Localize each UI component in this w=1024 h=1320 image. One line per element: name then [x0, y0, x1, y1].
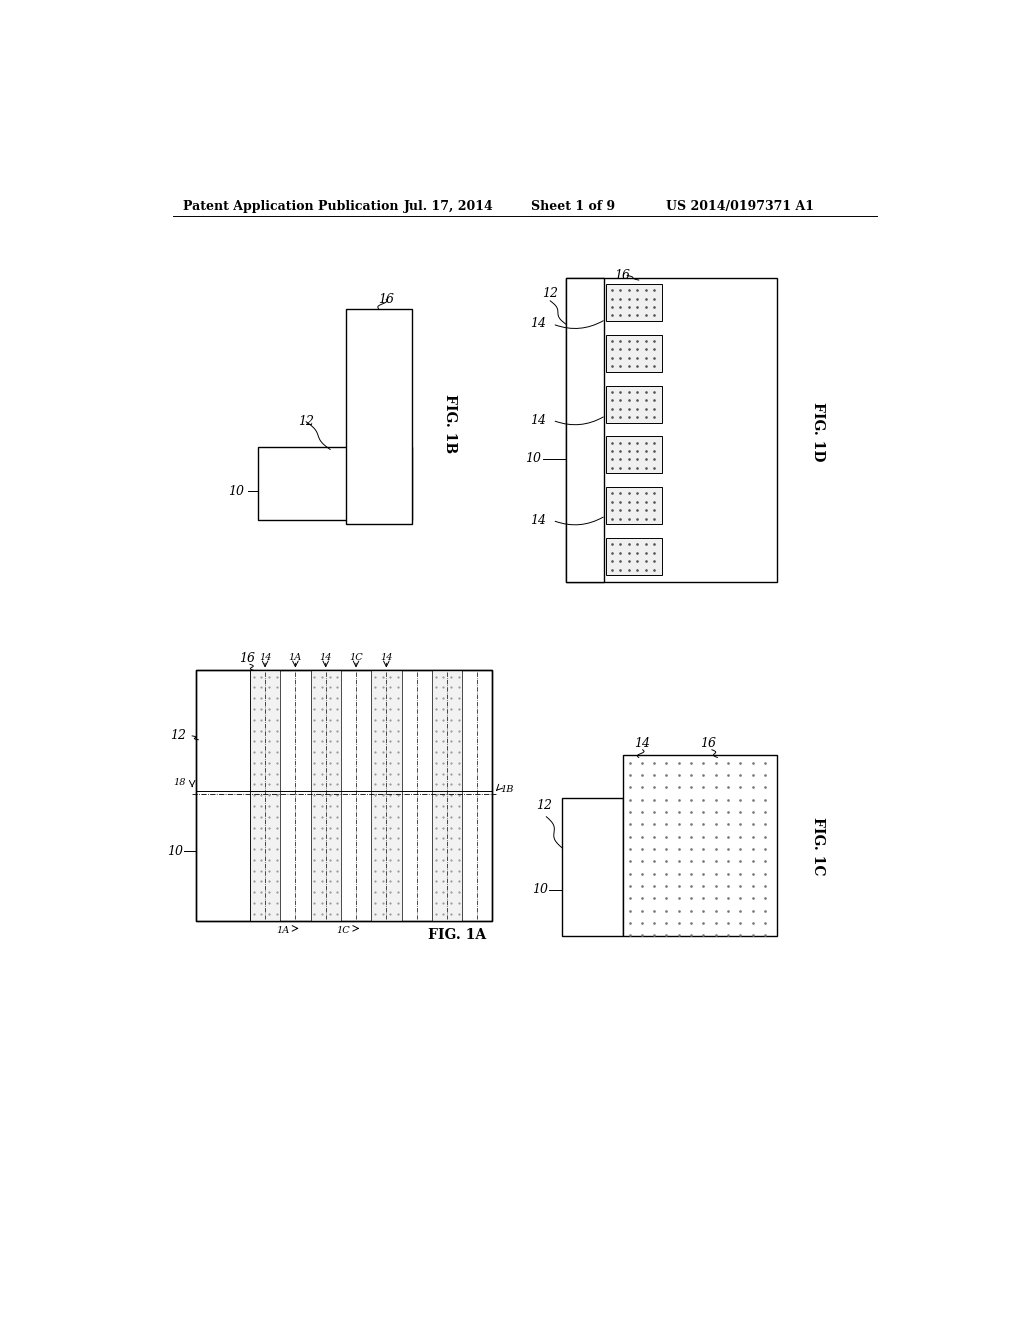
Text: Sheet 1 of 9: Sheet 1 of 9	[531, 201, 615, 214]
Bar	[196, 671, 493, 921]
Text: US 2014/0197371 A1: US 2014/0197371 A1	[666, 201, 814, 214]
Text: 12: 12	[543, 286, 558, 300]
Text: 14: 14	[530, 317, 547, 330]
Text: FIG. 1B: FIG. 1B	[443, 395, 457, 454]
Text: 1C: 1C	[336, 927, 350, 935]
Text: Patent Application Publication: Patent Application Publication	[183, 201, 398, 214]
Text: 16: 16	[378, 293, 394, 306]
Bar	[258, 447, 412, 520]
Text: 1B: 1B	[500, 784, 513, 793]
Bar	[624, 755, 777, 936]
Bar	[605, 539, 662, 576]
Text: 10: 10	[525, 453, 541, 465]
Text: 14: 14	[380, 653, 392, 661]
Text: 12: 12	[536, 799, 552, 812]
Text: FIG. 1A: FIG. 1A	[428, 928, 486, 941]
Text: 16: 16	[700, 737, 716, 750]
Text: FIG. 1D: FIG. 1D	[811, 403, 825, 462]
Bar	[562, 797, 624, 936]
Text: 12: 12	[298, 416, 314, 428]
Text: 16: 16	[240, 652, 256, 665]
Bar	[565, 277, 777, 582]
Bar	[310, 671, 341, 921]
Bar	[250, 671, 281, 921]
Text: 14: 14	[259, 653, 271, 661]
Bar	[565, 277, 604, 582]
Text: FIG. 1C: FIG. 1C	[811, 817, 825, 875]
Bar	[605, 335, 662, 372]
Bar	[605, 385, 662, 422]
Text: 10: 10	[167, 845, 183, 858]
Bar	[605, 284, 662, 321]
Text: 16: 16	[613, 269, 630, 282]
Text: 14: 14	[530, 413, 547, 426]
Text: 18: 18	[173, 777, 186, 787]
Text: 1A: 1A	[276, 927, 289, 935]
Bar	[605, 487, 662, 524]
Text: 14: 14	[635, 737, 650, 750]
Text: 1C: 1C	[349, 653, 362, 661]
Bar	[196, 671, 493, 921]
Bar	[605, 437, 662, 474]
Text: 12: 12	[170, 730, 186, 742]
Bar	[432, 671, 462, 921]
Text: 14: 14	[319, 653, 332, 661]
Text: 10: 10	[228, 484, 245, 498]
Bar	[346, 309, 412, 524]
Text: 10: 10	[531, 883, 548, 896]
Bar	[371, 671, 401, 921]
Text: 14: 14	[530, 513, 547, 527]
Text: Jul. 17, 2014: Jul. 17, 2014	[403, 201, 494, 214]
Text: 1A: 1A	[289, 653, 302, 661]
